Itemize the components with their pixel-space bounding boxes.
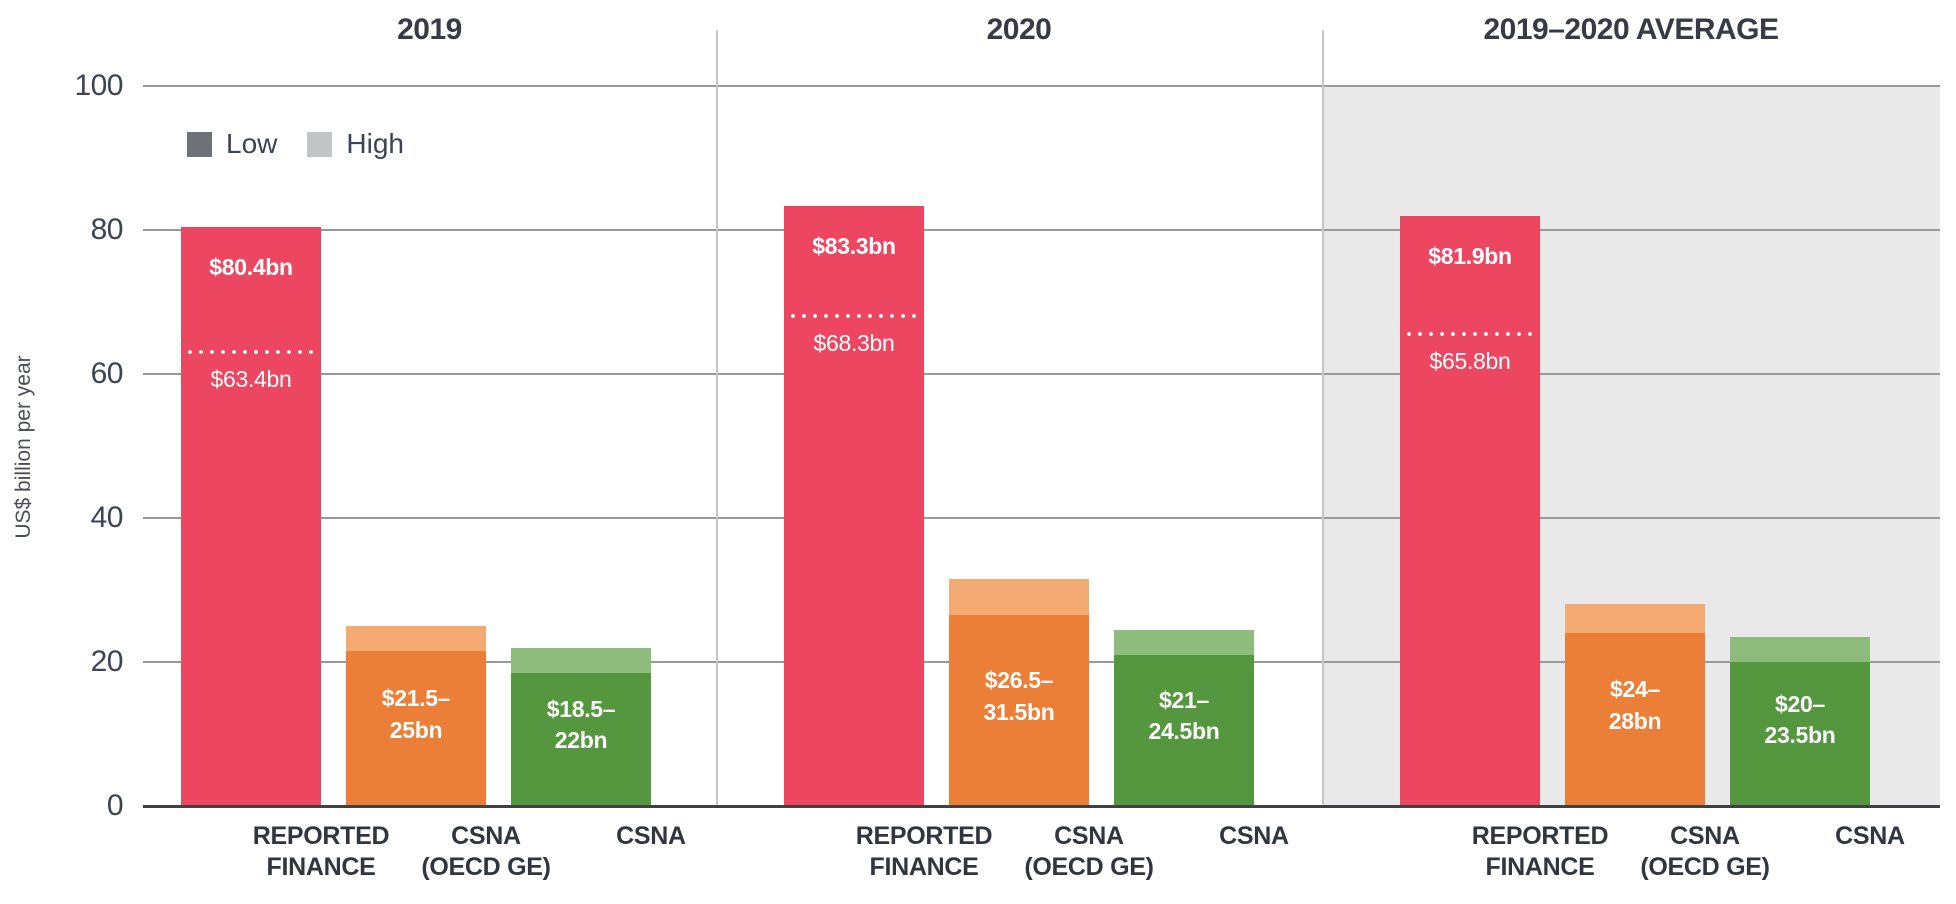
bar-reported-finance-2020: $83.3bn $68.3bn [784, 206, 924, 806]
gridline-60 [143, 373, 1940, 375]
x-label-line: REPORTED [1471, 822, 1609, 850]
y-tick-label: 100 [74, 69, 123, 102]
x-label-csna: CSNA [1775, 821, 1956, 852]
bar-range-label: $21– 24.5bn [1114, 641, 1254, 792]
legend-swatch-low-icon [187, 131, 212, 157]
bar-reported-finance-2019: $80.4bn $63.4bn [181, 227, 321, 806]
y-tick-label: 40 [90, 501, 124, 534]
bar-range-label: $26.5– 31.5bn [949, 601, 1089, 792]
x-axis-line [143, 805, 1940, 808]
x-label-line: FINANCE [266, 853, 376, 881]
legend-item-low: Low [187, 128, 277, 160]
bar-marker-label: $65.8bn [1429, 348, 1511, 375]
bar-reported-finance-average: $81.9bn $65.8bn [1400, 216, 1540, 806]
bar-range-label: $18.5– 22bn [511, 659, 651, 792]
gridline-100 [143, 85, 1940, 87]
high-band [1730, 636, 1870, 662]
bar-csna-oecd-average: $24– 28bn [1565, 604, 1705, 806]
y-tick-label: 80 [90, 213, 124, 246]
range-label-line: 22bn [554, 727, 608, 754]
panel-title-average: 2019–2020 AVERAGE [1483, 13, 1779, 46]
range-label-line: $26.5– [984, 667, 1054, 694]
high-band [511, 647, 651, 673]
marker-dotted-line [1407, 332, 1533, 337]
high-band [346, 626, 486, 652]
bar-marker-label: $63.4bn [210, 365, 292, 392]
x-label-line: CSNA [616, 822, 686, 850]
x-label-reported-finance: REPORTED FINANCE [829, 821, 1019, 883]
high-band [1114, 629, 1254, 655]
x-label-line: CSNA [451, 822, 521, 850]
range-label-line: 31.5bn [983, 698, 1055, 725]
bar-csna-average: $20– 23.5bn [1730, 636, 1870, 806]
x-label-line: (OECD GE) [1640, 853, 1770, 881]
x-label-line: CSNA [1835, 822, 1905, 850]
bar-range-label: $21.5– 25bn [346, 637, 486, 792]
high-band [949, 579, 1089, 616]
x-label-csna-oecd: CSNA (OECD GE) [994, 821, 1184, 883]
legend-label-high: High [346, 128, 404, 159]
x-label-line: CSNA [1219, 822, 1289, 850]
x-label-csna-oecd: CSNA (OECD GE) [1610, 821, 1800, 883]
bar-range-label: $24– 28bn [1565, 619, 1705, 792]
x-label-line: REPORTED [855, 822, 993, 850]
x-label-csna: CSNA [1159, 821, 1349, 852]
x-label-line: CSNA [1054, 822, 1124, 850]
range-label-line: $18.5– [546, 696, 616, 723]
bar-csna-oecd-2019: $21.5– 25bn [346, 626, 486, 806]
marker-dotted-line [188, 349, 314, 354]
y-tick-label: 60 [90, 357, 124, 390]
x-label-reported-finance: REPORTED FINANCE [1445, 821, 1635, 883]
legend: Low High [187, 128, 404, 160]
gridline-80 [143, 229, 1940, 231]
range-label-line: 23.5bn [1764, 721, 1836, 748]
x-label-line: FINANCE [869, 853, 979, 881]
range-label-line: $24– [1610, 676, 1660, 703]
panel-title-2020: 2020 [986, 13, 1052, 46]
range-label-line: $21– [1159, 687, 1209, 714]
x-label-line: FINANCE [1485, 853, 1595, 881]
x-label-line: REPORTED [252, 822, 390, 850]
bar-value-label: $80.4bn [209, 254, 293, 281]
x-label-csna: CSNA [556, 821, 746, 852]
legend-swatch-high-icon [307, 131, 333, 157]
y-tick-label: 0 [106, 789, 124, 822]
panel-divider [1322, 30, 1324, 806]
bar-marker-label: $68.3bn [813, 330, 895, 357]
range-label-line: 25bn [389, 716, 443, 743]
marker-dotted-line [791, 314, 917, 319]
legend-item-high: High [307, 128, 404, 160]
range-label-line: $20– [1775, 690, 1825, 717]
bar-range-label: $20– 23.5bn [1730, 648, 1870, 792]
range-label-line: 28bn [1608, 707, 1662, 734]
x-label-line: (OECD GE) [1024, 853, 1154, 881]
x-label-line: CSNA [1670, 822, 1740, 850]
bar-value-label: $83.3bn [812, 233, 896, 260]
gridline-40 [143, 517, 1940, 519]
y-axis-title: US$ billion per year [12, 355, 35, 539]
x-label-reported-finance: REPORTED FINANCE [226, 821, 416, 883]
x-label-csna-oecd: CSNA (OECD GE) [391, 821, 581, 883]
bar-csna-2019: $18.5– 22bn [511, 647, 651, 806]
panel-divider [716, 30, 718, 806]
range-label-line: $21.5– [381, 685, 451, 712]
y-tick-label: 20 [90, 645, 124, 678]
high-band [1565, 604, 1705, 634]
legend-label-low: Low [226, 128, 278, 159]
bar-value-label: $81.9bn [1428, 243, 1512, 270]
x-label-line: (OECD GE) [421, 853, 551, 881]
panel-title-2019: 2019 [397, 13, 462, 46]
bar-csna-oecd-2020: $26.5– 31.5bn [949, 579, 1089, 806]
bar-csna-2020: $21– 24.5bn [1114, 629, 1254, 806]
range-label-line: 24.5bn [1148, 718, 1220, 745]
